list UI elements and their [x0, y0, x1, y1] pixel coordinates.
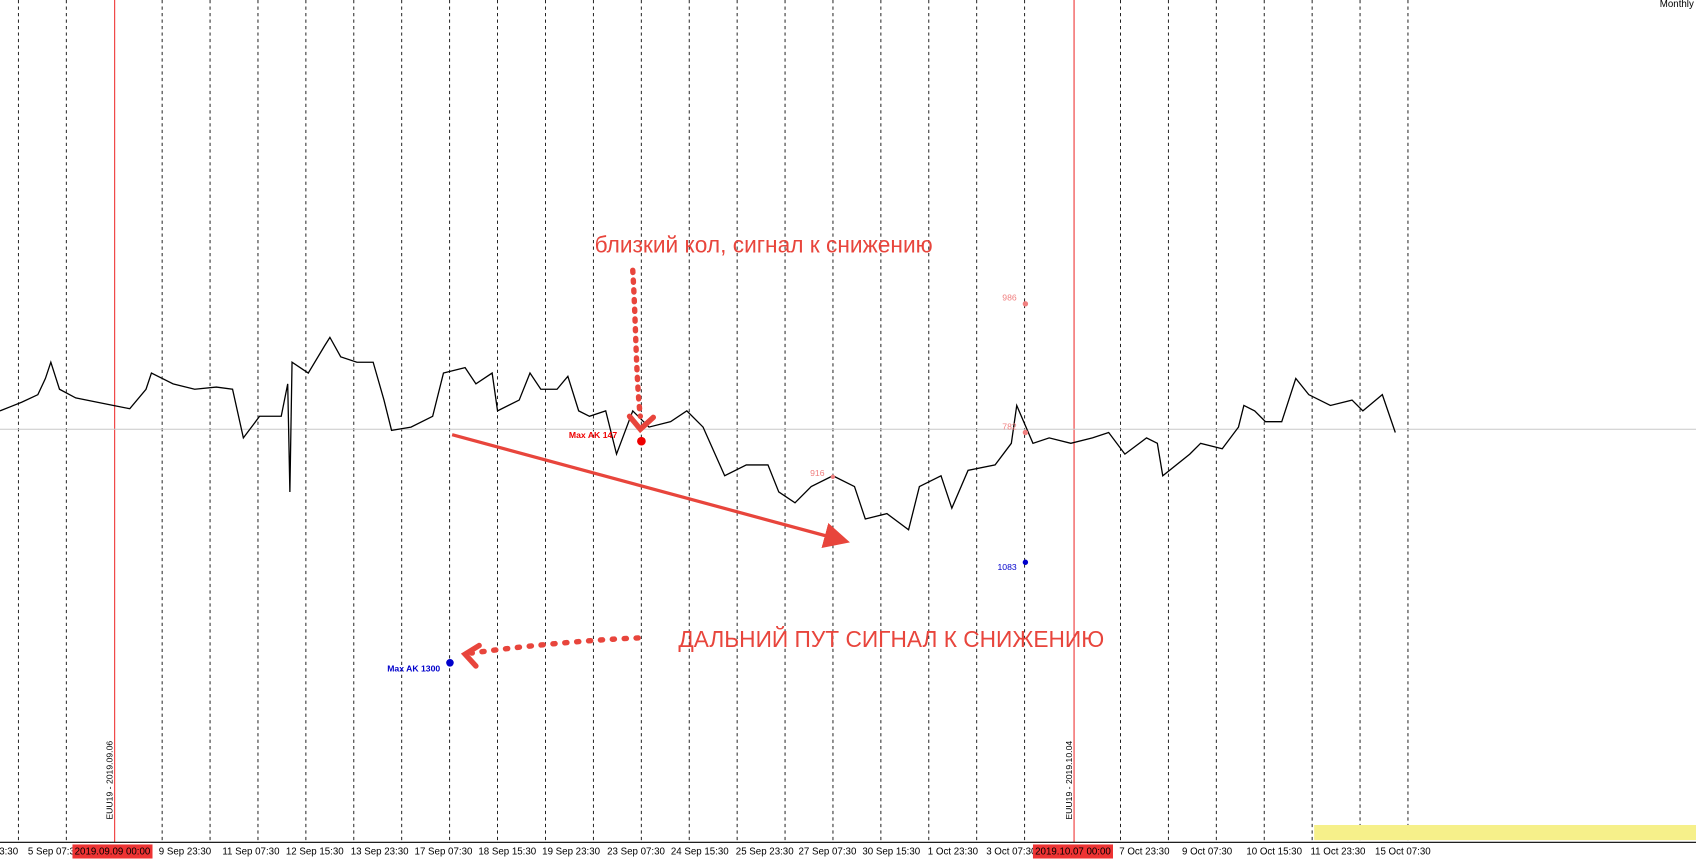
marker-dot	[1022, 429, 1029, 436]
x-tick-label: 3 Oct 07:30	[986, 847, 1037, 858]
highlight-label-bg	[1032, 844, 1113, 859]
highlight-label: 2019.09.09 00:00	[75, 847, 151, 858]
x-tick-label: 10 Oct 15:30	[1246, 847, 1302, 858]
highlight-bar	[1314, 824, 1696, 841]
arrow-head	[460, 642, 482, 669]
x-tick-label: 5 Sep 07:30	[28, 847, 81, 858]
level-label: 1083	[997, 562, 1016, 572]
dotted-arrow	[630, 267, 644, 419]
marker-dot	[1022, 559, 1029, 565]
x-tick-label: 11 Oct 23:30	[1311, 847, 1367, 858]
trend-arrow	[451, 433, 850, 549]
x-tick-label: 11 Sep 07:30	[222, 847, 280, 858]
level-label: 916	[810, 468, 825, 478]
marker-dot	[1022, 301, 1029, 307]
x-tick-label: 15 Oct 07:30	[1375, 847, 1431, 858]
x-tick-label: 9 Oct 07:30	[1182, 847, 1233, 858]
annotation: ДАЛЬНИЙ ПУТ СИГНАЛ К СНИЖЕНИЮ	[678, 626, 1104, 652]
price-line	[0, 336, 1396, 531]
marker-label: Max AK 147	[569, 430, 617, 440]
timeframe-label: Monthly	[1660, 0, 1694, 10]
marker-label: Max AK 1300	[387, 664, 440, 674]
vertical-label: EUU19 - 2019.09.06	[105, 741, 115, 820]
marker-dot	[637, 436, 646, 446]
x-tick-label: 13 Sep 23:30	[351, 847, 409, 858]
dotted-arrow	[468, 635, 641, 656]
grid	[17, 0, 1409, 843]
arrow-head	[626, 413, 657, 434]
marker-dot	[446, 659, 454, 667]
marker-dot	[830, 474, 836, 479]
x-tick-label: 24 Sep 15:30	[671, 847, 729, 858]
x-tick-label: 12 Sep 15:30	[286, 847, 344, 858]
vertical-label: EUU19 - 2019.10.04	[1064, 741, 1074, 820]
x-tick-label: 7 Oct 23:30	[1119, 847, 1170, 858]
level-label: 782	[1002, 421, 1017, 431]
annotation: близкий кол, сигнал к снижению	[595, 232, 933, 258]
x-tick-label: 18 Sep 15:30	[478, 847, 536, 858]
highlight-label-bg	[72, 844, 153, 859]
x-tick-label: 30 Sep 15:30	[862, 847, 920, 858]
x-tick-label: 27 Sep 07:30	[799, 847, 857, 858]
x-tick-label: 19 Sep 23:30	[542, 847, 600, 858]
x-tick-label: 23 Sep 07:30	[607, 847, 665, 858]
x-tick-label: 3:30	[0, 847, 19, 858]
level-label: 986	[1002, 293, 1017, 303]
highlight-label: 2019.10.07 00:00	[1035, 847, 1111, 858]
x-tick-label: 25 Sep 23:30	[736, 847, 794, 858]
x-tick-label: 1 Oct 23:30	[928, 847, 979, 858]
x-axis: 3:30 5 Sep 07:30 9 Sep 23:30 11 Sep 07:30 12…	[0, 844, 1431, 859]
x-tick-label: 9 Sep 23:30	[159, 847, 212, 858]
x-tick-label: 17 Sep 07:30	[415, 847, 473, 858]
